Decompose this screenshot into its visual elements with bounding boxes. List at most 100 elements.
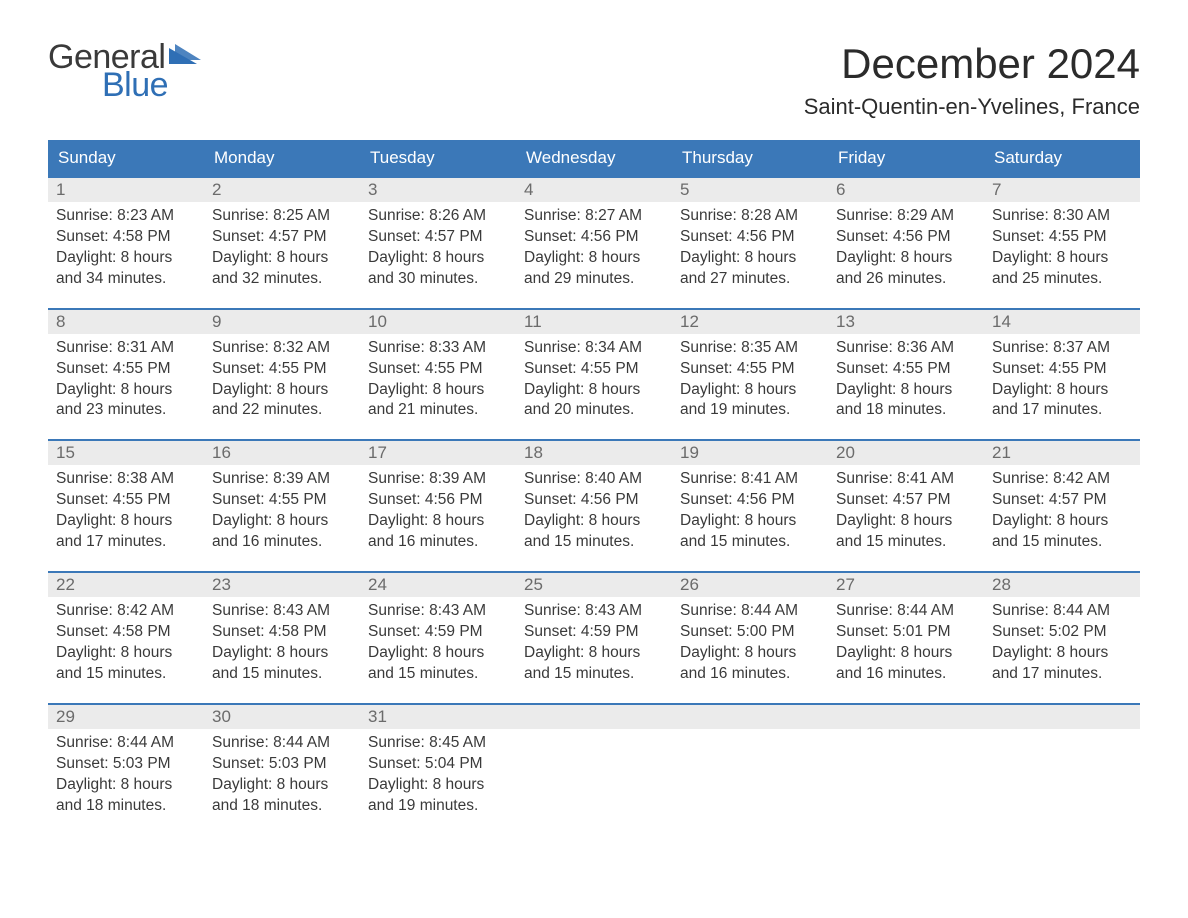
day-number: 15 [48, 441, 204, 465]
day-number: 8 [48, 310, 204, 334]
day-sunset: Sunset: 4:55 PM [992, 227, 1132, 248]
day-cell: Sunrise: 8:43 AMSunset: 4:59 PMDaylight:… [360, 597, 516, 703]
day-cell: Sunrise: 8:43 AMSunset: 4:58 PMDaylight:… [204, 597, 360, 703]
day-number: 19 [672, 441, 828, 465]
day-cell: Sunrise: 8:27 AMSunset: 4:56 PMDaylight:… [516, 202, 672, 308]
dow-cell: Sunday [48, 140, 204, 176]
day-sunrise: Sunrise: 8:44 AM [212, 733, 352, 754]
day-sunrise: Sunrise: 8:43 AM [368, 601, 508, 622]
day-sunrise: Sunrise: 8:44 AM [836, 601, 976, 622]
day-sunrise: Sunrise: 8:28 AM [680, 206, 820, 227]
dow-cell: Friday [828, 140, 984, 176]
day-sunset: Sunset: 4:59 PM [524, 622, 664, 643]
day-d1: Daylight: 8 hours [680, 248, 820, 269]
day-cell: Sunrise: 8:26 AMSunset: 4:57 PMDaylight:… [360, 202, 516, 308]
day-sunrise: Sunrise: 8:30 AM [992, 206, 1132, 227]
day-d2: and 15 minutes. [992, 532, 1132, 553]
daynum-row: 891011121314 [48, 310, 1140, 334]
day-sunset: Sunset: 4:58 PM [56, 227, 196, 248]
day-sunset: Sunset: 4:56 PM [836, 227, 976, 248]
dow-cell: Saturday [984, 140, 1140, 176]
day-sunset: Sunset: 4:55 PM [368, 359, 508, 380]
day-cell: Sunrise: 8:31 AMSunset: 4:55 PMDaylight:… [48, 334, 204, 440]
day-sunrise: Sunrise: 8:44 AM [680, 601, 820, 622]
day-sunset: Sunset: 4:58 PM [212, 622, 352, 643]
day-sunset: Sunset: 5:00 PM [680, 622, 820, 643]
day-d1: Daylight: 8 hours [992, 248, 1132, 269]
day-d2: and 16 minutes. [836, 664, 976, 685]
day-cell: Sunrise: 8:35 AMSunset: 4:55 PMDaylight:… [672, 334, 828, 440]
daynum-row: 1234567 [48, 178, 1140, 202]
day-d1: Daylight: 8 hours [56, 775, 196, 796]
day-sunset: Sunset: 4:56 PM [524, 490, 664, 511]
dow-cell: Thursday [672, 140, 828, 176]
day-d2: and 20 minutes. [524, 400, 664, 421]
day-number: 20 [828, 441, 984, 465]
day-cell: Sunrise: 8:44 AMSunset: 5:03 PMDaylight:… [48, 729, 204, 835]
day-sunset: Sunset: 4:59 PM [368, 622, 508, 643]
day-sunrise: Sunrise: 8:44 AM [992, 601, 1132, 622]
day-d2: and 22 minutes. [212, 400, 352, 421]
day-number: 14 [984, 310, 1140, 334]
day-sunset: Sunset: 4:56 PM [368, 490, 508, 511]
day-sunset: Sunset: 5:01 PM [836, 622, 976, 643]
day-number: 3 [360, 178, 516, 202]
day-cell: Sunrise: 8:44 AMSunset: 5:03 PMDaylight:… [204, 729, 360, 835]
day-d2: and 17 minutes. [992, 400, 1132, 421]
day-sunrise: Sunrise: 8:42 AM [992, 469, 1132, 490]
day-cell: Sunrise: 8:45 AMSunset: 5:04 PMDaylight:… [360, 729, 516, 835]
day-cell: Sunrise: 8:39 AMSunset: 4:55 PMDaylight:… [204, 465, 360, 571]
day-cell: Sunrise: 8:28 AMSunset: 4:56 PMDaylight:… [672, 202, 828, 308]
day-sunset: Sunset: 4:55 PM [836, 359, 976, 380]
day-d1: Daylight: 8 hours [680, 643, 820, 664]
daydata-row: Sunrise: 8:23 AMSunset: 4:58 PM Daylight:… [48, 202, 1140, 308]
day-sunrise: Sunrise: 8:36 AM [836, 338, 976, 359]
day-d1: Daylight: 8 hours [368, 380, 508, 401]
day-d2: and 21 minutes. [368, 400, 508, 421]
day-sunrise: Sunrise: 8:27 AM [524, 206, 664, 227]
day-d1: Daylight: 8 hours [836, 511, 976, 532]
week-row: 15161718192021Sunrise: 8:38 AMSunset: 4:… [48, 439, 1140, 571]
day-d2: and 23 minutes. [56, 400, 196, 421]
day-d2: and 34 minutes. [56, 269, 196, 290]
day-sunset: Sunset: 4:55 PM [56, 359, 196, 380]
day-number [672, 705, 828, 729]
day-number: 22 [48, 573, 204, 597]
day-d2: and 15 minutes. [212, 664, 352, 685]
day-number: 10 [360, 310, 516, 334]
day-d2: and 27 minutes. [680, 269, 820, 290]
day-number: 31 [360, 705, 516, 729]
day-cell: Sunrise: 8:44 AMSunset: 5:00 PMDaylight:… [672, 597, 828, 703]
day-d2: and 15 minutes. [524, 532, 664, 553]
day-number: 9 [204, 310, 360, 334]
day-d1: Daylight: 8 hours [212, 511, 352, 532]
daydata-row: Sunrise: 8:38 AMSunset: 4:55 PMDaylight:… [48, 465, 1140, 571]
day-sunset: Sunset: 4:55 PM [212, 490, 352, 511]
day-number: 4 [516, 178, 672, 202]
dow-header-row: Sunday Monday Tuesday Wednesday Thursday… [48, 140, 1140, 176]
day-cell: Sunrise: 8:39 AMSunset: 4:56 PMDaylight:… [360, 465, 516, 571]
title-block: December 2024 Saint-Quentin-en-Yvelines,… [804, 40, 1140, 132]
day-cell: Sunrise: 8:33 AMSunset: 4:55 PMDaylight:… [360, 334, 516, 440]
day-cell [672, 729, 828, 835]
day-d2: and 15 minutes. [56, 664, 196, 685]
day-d2: and 26 minutes. [836, 269, 976, 290]
day-d2: and 17 minutes. [56, 532, 196, 553]
brand-word-2: Blue [102, 68, 201, 102]
day-sunset: Sunset: 4:57 PM [836, 490, 976, 511]
day-d1: Daylight: 8 hours [56, 643, 196, 664]
day-sunrise: Sunrise: 8:41 AM [680, 469, 820, 490]
day-d2: and 15 minutes. [368, 664, 508, 685]
week-row: 1234567 Sunrise: 8:23 AMSunset: 4:58 PM Da… [48, 176, 1140, 308]
day-sunrise: Sunrise: 8:23 AM [56, 206, 196, 227]
brand-logo: General Blue [48, 40, 201, 102]
day-number: 6 [828, 178, 984, 202]
day-d2: and 32 minutes. [212, 269, 352, 290]
day-cell: Sunrise: 8:42 AMSunset: 4:57 PMDaylight:… [984, 465, 1140, 571]
daydata-row: Sunrise: 8:44 AMSunset: 5:03 PMDaylight:… [48, 729, 1140, 835]
day-d1: Daylight: 8 hours [524, 511, 664, 532]
day-d1: Daylight: 8 hours [992, 511, 1132, 532]
day-d1: Daylight: 8 hours [836, 643, 976, 664]
day-d1: Daylight: 8 hours [368, 248, 508, 269]
day-cell: Sunrise: 8:25 AMSunset: 4:57 PMDaylight:… [204, 202, 360, 308]
